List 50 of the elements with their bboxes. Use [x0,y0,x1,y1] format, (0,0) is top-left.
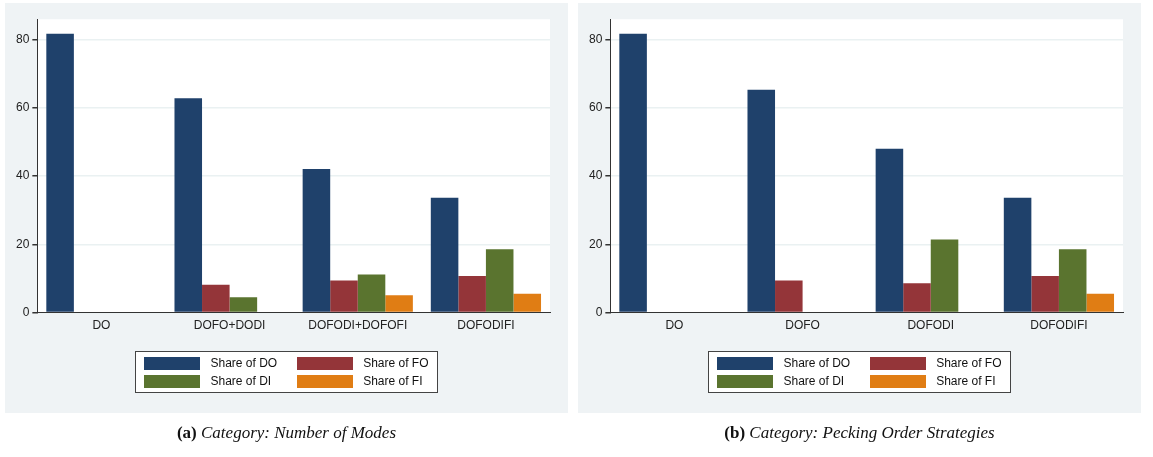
legend-label: Share of DI [783,374,845,388]
y-tick-label: 60 [15,100,30,115]
bar [357,274,386,312]
x-tick-label: DOFODIFI [457,318,515,333]
bar [229,297,258,312]
bar [775,280,803,312]
bar [385,295,413,312]
legend-label: Share of FO [936,356,1002,370]
bar [875,148,904,312]
text: (a) Category: Number of Modes [176,423,397,442]
bar [302,168,331,312]
legend-label: Share of FI [936,374,996,388]
bar [619,33,647,312]
bar [1031,276,1059,312]
y-tick-label: 40 [15,168,30,183]
x-tick-label: DOFODIFI [1030,318,1088,333]
bar [330,280,358,312]
bar [1058,249,1087,312]
y-tick-label: 0 [595,304,603,319]
bar [174,98,203,312]
x-tick-label: DO [92,318,111,333]
x-tick-label: DOFODI [907,318,955,333]
y-tick-label: 20 [15,236,30,251]
bar [430,197,459,312]
x-tick-label: DOFO+DODI [193,318,266,333]
y-tick-label: 0 [22,304,30,319]
bar [46,33,74,312]
y-tick-label: 80 [15,31,30,46]
bar [458,276,486,312]
bar [747,89,776,312]
y-tick-label: 60 [588,100,603,115]
text: (b) Category: Pecking Order Strategies [724,423,995,442]
legend-label: Share of FO [363,356,429,370]
legend-label: Share of DO [210,356,278,370]
x-tick-label: DO [665,318,684,333]
legend-label: Share of FI [363,374,423,388]
bar [1086,293,1115,312]
bar [1003,197,1032,312]
legend-label: Share of DO [783,356,851,370]
legend-label: Share of DI [210,374,272,388]
x-tick-label: DOFODI+DOFOFI [308,318,408,333]
bar [903,283,931,312]
bar [930,239,959,312]
bar [513,293,542,312]
y-tick-label: 20 [588,236,603,251]
bar [485,249,514,312]
x-tick-label: DOFO [785,318,820,333]
bar [202,284,230,312]
y-tick-label: 40 [588,168,603,183]
y-tick-label: 80 [588,31,603,46]
